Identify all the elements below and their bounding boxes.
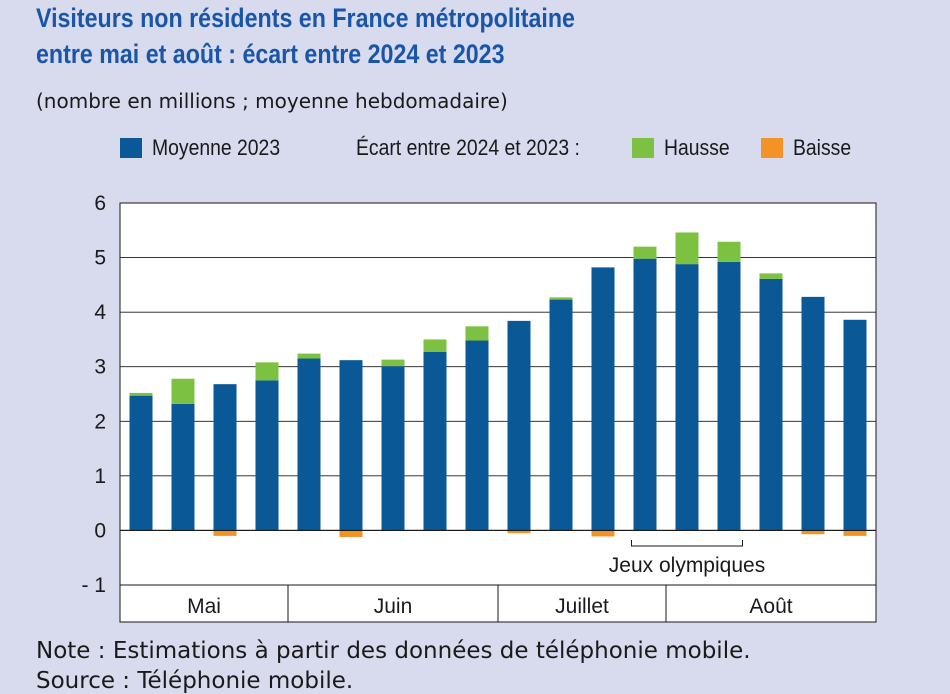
bar-base-10 <box>507 320 531 531</box>
bar-base-11 <box>549 299 573 531</box>
chart-subtitle: (nombre en millions ; moyenne hebdomadai… <box>36 89 508 113</box>
bar-base-2 <box>171 403 195 531</box>
y-tick-label-5: 1 <box>94 465 106 488</box>
y-tick-label-0: 6 <box>94 192 106 215</box>
bar-up-4 <box>255 362 279 381</box>
bar-down-3 <box>213 530 237 536</box>
month-label-juillet: Juillet <box>555 595 609 618</box>
bar-up-8 <box>423 339 447 352</box>
bar-base-3 <box>213 384 237 531</box>
bar-up-15 <box>717 241 741 262</box>
bar-down-17 <box>801 530 825 535</box>
month-label-mai: Mai <box>187 595 221 618</box>
plot-frame <box>119 202 877 623</box>
bar-base-14 <box>675 264 699 531</box>
legend-label-down: Baisse <box>792 135 851 160</box>
bar-up-11 <box>549 297 573 300</box>
bar-up-1 <box>129 392 153 396</box>
bar-base-17 <box>801 296 825 531</box>
plot-area <box>120 203 876 622</box>
bar-up-13 <box>633 246 657 259</box>
legend-item-up: Hausse <box>631 135 739 161</box>
bar-up-2 <box>171 378 195 404</box>
bar-down-12 <box>591 530 615 537</box>
legend-swatch-base <box>120 138 142 158</box>
bar-base-9 <box>465 340 489 531</box>
bar-down-10 <box>507 530 531 534</box>
bar-up-7 <box>381 359 405 367</box>
bar-base-13 <box>633 258 657 531</box>
bar-base-15 <box>717 261 741 531</box>
chart-svg: 6 5 4 3 2 1 0 - 1 Jeux olympiques Mai Juin Juillet A… <box>81 192 877 623</box>
bar-base-18 <box>843 319 867 531</box>
source-text: Source : Téléphonie mobile. <box>36 668 354 694</box>
bar-base-5 <box>297 358 321 531</box>
annotation-label: Jeux olympiques <box>609 554 765 577</box>
bar-up-16 <box>759 273 783 279</box>
bar-base-8 <box>423 351 447 531</box>
legend-label-up: Hausse <box>663 135 730 160</box>
chart-title-line-1: Visiteurs non résidents en France métrop… <box>36 3 575 33</box>
legend-item-down: Baisse <box>760 135 859 161</box>
legend-item-diff-prefix: Écart entre 2024 et 2023 : <box>356 135 610 161</box>
legend-label-diff-prefix: Écart entre 2024 et 2023 : <box>355 135 580 160</box>
legend-item-base: Moyenne 2023 <box>120 135 298 161</box>
bar-base-1 <box>129 395 153 531</box>
y-tick-label-4: 2 <box>94 410 106 433</box>
y-tick-label-2: 4 <box>94 301 106 324</box>
bar-base-7 <box>381 366 405 531</box>
annotation-bracket <box>631 540 743 547</box>
bar-base-12 <box>591 267 615 531</box>
legend-swatch-up <box>631 138 654 158</box>
y-tick-label-7: - 1 <box>81 574 106 597</box>
bar-base-4 <box>255 380 279 531</box>
bar-down-18 <box>843 530 867 536</box>
month-label-août: Août <box>749 595 792 618</box>
bar-up-9 <box>465 326 489 341</box>
y-tick-label-1: 5 <box>94 247 106 270</box>
bar-up-5 <box>297 353 321 359</box>
legend: Moyenne 2023 Écart entre 2024 et 2023 : … <box>120 133 859 163</box>
chart-title-line-2: entre mai et août : écart entre 2024 et … <box>36 39 505 69</box>
bar-up-14 <box>675 232 699 265</box>
note-text: Note : Estimations à partir des données … <box>36 638 751 664</box>
legend-label-base: Moyenne 2023 <box>152 135 281 160</box>
bar-base-16 <box>759 278 783 531</box>
y-tick-label-3: 3 <box>94 356 106 379</box>
y-tick-label-6: 0 <box>94 519 106 542</box>
bar-base-6 <box>339 360 363 531</box>
month-label-juin: Juin <box>374 595 413 618</box>
legend-swatch-down <box>760 138 783 158</box>
bar-down-6 <box>339 530 363 537</box>
chart-title: Visiteurs non résidents en France métrop… <box>36 0 575 72</box>
